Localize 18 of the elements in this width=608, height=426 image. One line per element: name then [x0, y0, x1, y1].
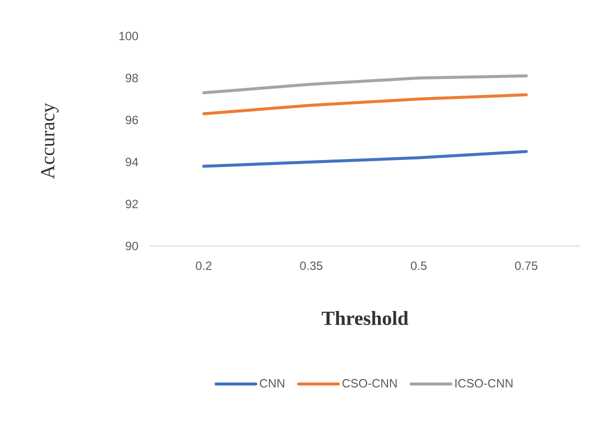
- x-tick-label: 0.5: [410, 262, 427, 270]
- x-tick-label: 0.2: [196, 262, 212, 270]
- line-series: [202, 74, 528, 94]
- x-axis-title: Threshold: [322, 311, 408, 326]
- x-tick-label: 0.35: [300, 262, 322, 270]
- line-series: [202, 93, 528, 116]
- y-tick-label: 96: [126, 116, 138, 124]
- x-tick-label: 0.75: [515, 262, 538, 270]
- legend-label: CSO-CNN: [342, 379, 397, 388]
- y-tick-label: 90: [126, 242, 138, 250]
- legend-label: CNN: [260, 379, 284, 388]
- legend-label: ICSO-CNN: [455, 379, 512, 388]
- line-series: [202, 150, 528, 168]
- y-tick-label: 92: [126, 200, 138, 208]
- y-tick-label: 98: [126, 74, 138, 82]
- y-tick-label: 94: [126, 158, 138, 166]
- y-axis-title: Accuracy: [41, 102, 59, 179]
- y-tick-label: 100: [119, 32, 138, 40]
